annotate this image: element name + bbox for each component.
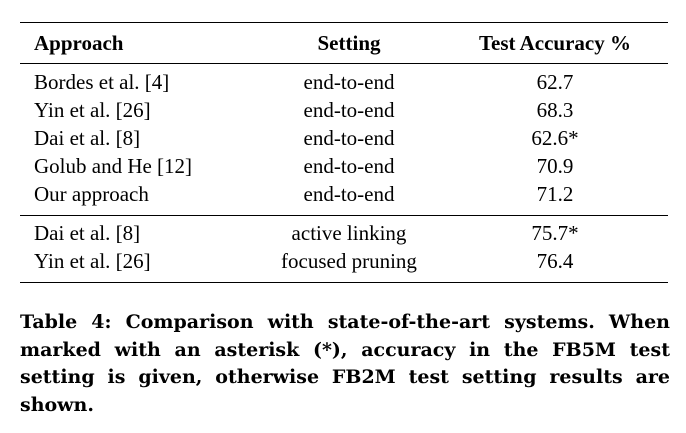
accuracy-cell: 76.4 [536, 248, 574, 273]
table-row: Golub and He [12] end-to-end 70.9 [20, 152, 668, 180]
table-row: Yin et al. [26] focused pruning 76.4 [20, 247, 668, 275]
approach-cell: Dai et al. [8] [34, 125, 141, 150]
approach-cell: Yin et al. [26] [34, 248, 151, 273]
table-caption: Table 4: Comparison with state-of-the-ar… [20, 311, 670, 416]
accuracy-cell: 62.7 [536, 69, 574, 94]
table-row: Dai et al. [8] end-to-end 62.6* [20, 124, 668, 152]
approach-cell: Dai et al. [8] [34, 220, 141, 245]
setting-cell: end-to-end [303, 97, 395, 122]
accuracy-cell: 62.6* [531, 125, 579, 150]
table-row: Dai et al. [8] active linking 75.7* [20, 208, 668, 247]
group-separator-rule [20, 215, 668, 217]
header-setting: Setting [317, 30, 381, 55]
bottom-rule [20, 282, 668, 284]
table-row: Bordes et al. [4] end-to-end 62.7 [20, 62, 668, 96]
header-accuracy: Test Accuracy % [478, 30, 632, 55]
approach-cell: Our approach [34, 181, 149, 206]
header-approach: Approach [34, 30, 124, 55]
setting-cell: active linking [291, 220, 407, 245]
accuracy-cell: 68.3 [536, 97, 574, 122]
accuracy-cell: 70.9 [536, 153, 574, 178]
approach-cell: Bordes et al. [4] [34, 69, 170, 94]
top-rule [20, 22, 668, 24]
setting-cell: focused pruning [281, 248, 417, 273]
accuracy-cell: 71.2 [536, 181, 574, 206]
setting-cell: end-to-end [303, 181, 395, 206]
setting-cell: end-to-end [303, 153, 395, 178]
header-row: Approach Setting Test Accuracy % [20, 24, 668, 62]
approach-cell: Golub and He [12] [34, 153, 193, 178]
table-row: Our approach end-to-end 71.2 [20, 180, 668, 208]
table-row: Yin et al. [26] end-to-end 68.3 [20, 96, 668, 124]
header-rule [20, 63, 668, 65]
accuracy-cell: 75.7* [531, 220, 579, 245]
results-table: Approach Setting Test Accuracy % Bordes … [20, 24, 668, 275]
setting-cell: end-to-end [303, 125, 395, 150]
setting-cell: end-to-end [303, 69, 395, 94]
approach-cell: Yin et al. [26] [34, 97, 151, 122]
